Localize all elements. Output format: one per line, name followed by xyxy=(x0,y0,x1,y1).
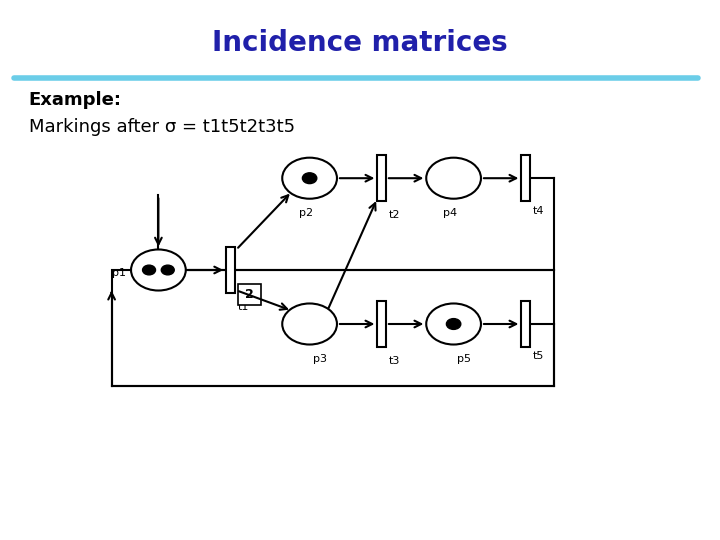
Text: t1: t1 xyxy=(238,302,249,312)
Circle shape xyxy=(446,319,461,329)
Text: t3: t3 xyxy=(389,356,400,366)
Bar xyxy=(521,301,530,347)
Bar xyxy=(521,156,530,201)
Circle shape xyxy=(282,158,337,199)
Circle shape xyxy=(302,173,317,184)
Bar xyxy=(238,284,261,305)
Bar xyxy=(377,301,386,347)
Bar xyxy=(226,247,235,293)
Bar xyxy=(112,270,554,386)
Text: p4: p4 xyxy=(443,208,457,218)
Circle shape xyxy=(143,265,156,275)
Circle shape xyxy=(426,158,481,199)
Text: Incidence matrices: Incidence matrices xyxy=(212,29,508,57)
Text: p2: p2 xyxy=(299,208,313,218)
Circle shape xyxy=(426,303,481,345)
Circle shape xyxy=(161,265,174,275)
Text: Example:: Example: xyxy=(29,91,122,109)
Text: p3: p3 xyxy=(313,354,328,364)
Text: Markings after σ = t1t5t2t3t5: Markings after σ = t1t5t2t3t5 xyxy=(29,118,295,136)
Text: t5: t5 xyxy=(533,352,544,361)
Text: t2: t2 xyxy=(389,210,400,220)
Text: p1: p1 xyxy=(112,268,126,278)
Text: t4: t4 xyxy=(533,206,544,215)
Circle shape xyxy=(282,303,337,345)
Circle shape xyxy=(131,249,186,291)
Bar xyxy=(377,156,386,201)
Text: 2: 2 xyxy=(246,288,254,301)
Text: p5: p5 xyxy=(457,354,472,364)
